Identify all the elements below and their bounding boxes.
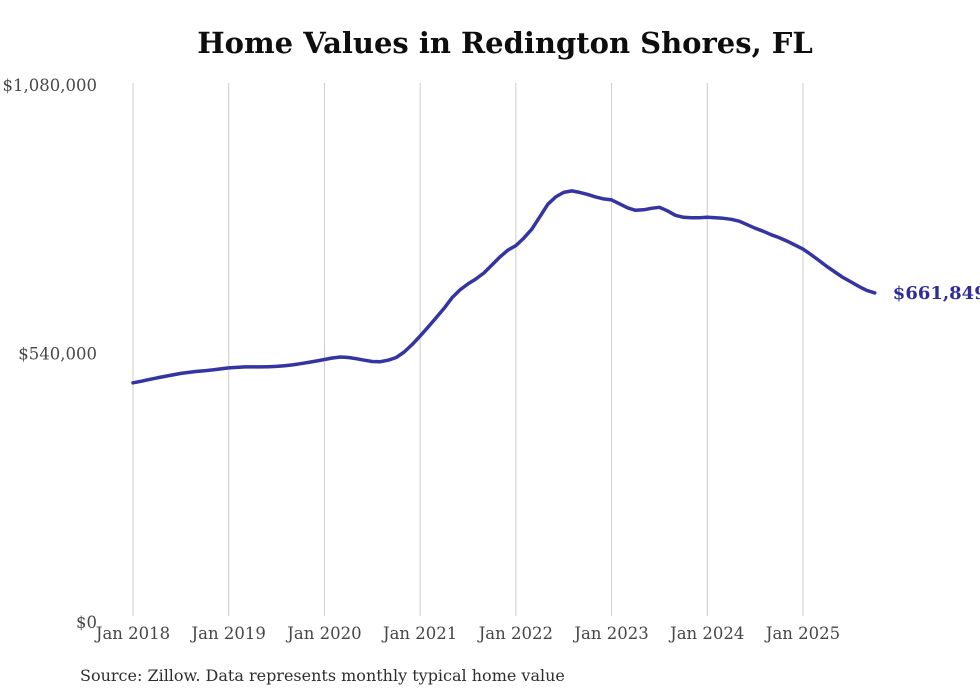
y-axis-tick-label: $540,000 <box>18 345 97 364</box>
latest-value-label: $661,849 <box>893 283 980 304</box>
x-axis-tick-label: Jan 2022 <box>477 624 553 643</box>
x-axis-tick-labels: Jan 2018 Jan 2019 Jan 2020 Jan 2021 Jan 2022… <box>94 624 840 643</box>
home-value-series-line <box>131 189 877 385</box>
x-axis-tick-label: Jan 2021 <box>381 624 457 643</box>
x-axis-tick-label: Jan 2024 <box>668 624 744 643</box>
x-axis-tick-label: Jan 2025 <box>764 624 840 643</box>
x-axis-tick-label: Jan 2023 <box>572 624 648 643</box>
y-axis-tick-label: $1,080,000 <box>3 76 97 95</box>
chart-title: Home Values in Redington Shores, FL <box>197 26 813 60</box>
x-axis-tick-label: Jan 2020 <box>285 624 361 643</box>
x-axis-tick-label: Jan 2018 <box>94 624 170 643</box>
y-axis-tick-labels: $0 $540,000 $1,080,000 <box>3 76 97 632</box>
gridlines-group <box>132 83 804 616</box>
y-axis-tick-label: $0 <box>76 613 97 632</box>
source-note: Source: Zillow. Data represents monthly … <box>80 666 565 685</box>
x-axis-tick-label: Jan 2019 <box>190 624 266 643</box>
